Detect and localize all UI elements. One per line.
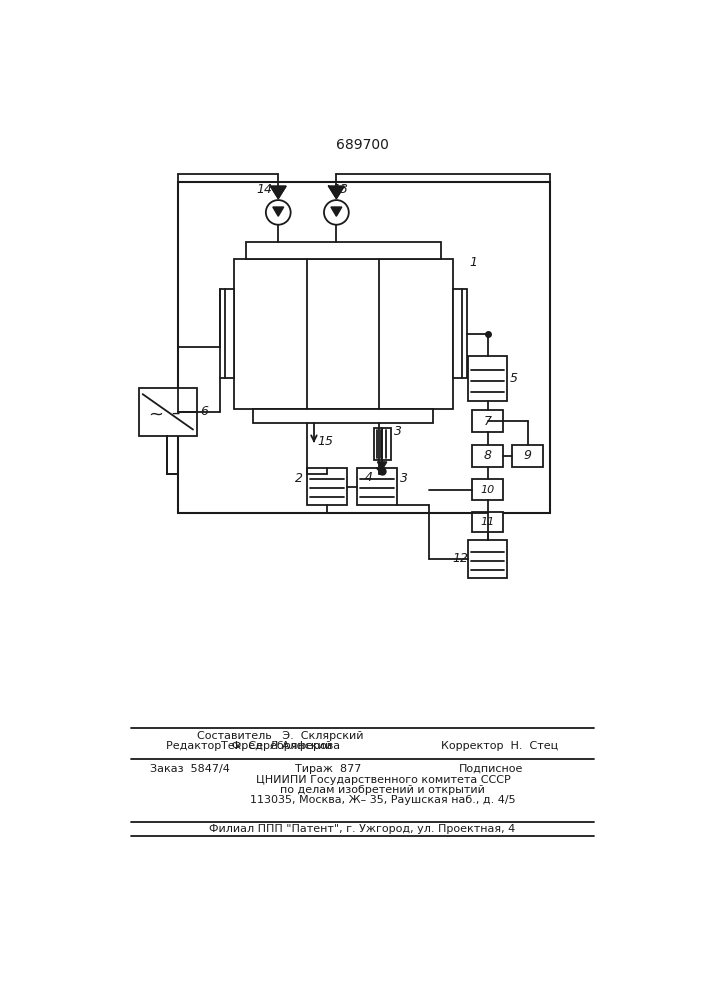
- Text: Корректор  Н.  Стец: Корректор Н. Стец: [440, 741, 558, 751]
- Bar: [373, 428, 391, 460]
- Text: 113035, Москва, Ж– 35, Раушская наб., д. 4/5: 113035, Москва, Ж– 35, Раушская наб., д.…: [250, 795, 515, 805]
- Bar: [452, 289, 467, 378]
- Text: ЦНИИПИ Государственного комитета СССР: ЦНИИПИ Государственного комитета СССР: [255, 775, 510, 785]
- Bar: [472, 479, 503, 500]
- Text: 11: 11: [480, 517, 495, 527]
- Text: ~: ~: [148, 405, 163, 423]
- Polygon shape: [378, 462, 387, 470]
- Text: 689700: 689700: [336, 138, 388, 152]
- Polygon shape: [273, 207, 284, 216]
- Text: 9: 9: [524, 449, 532, 462]
- Text: 12: 12: [452, 552, 469, 565]
- Text: Подписное: Подписное: [459, 764, 524, 774]
- Text: по делам изобретений и открытий: по делам изобретений и открытий: [281, 785, 485, 795]
- Text: Заказ  5847/4: Заказ 5847/4: [151, 764, 230, 774]
- Text: –: –: [171, 404, 180, 422]
- Bar: [472, 410, 503, 432]
- Bar: [177, 182, 549, 513]
- Bar: [472, 512, 503, 532]
- Text: Составитель   Э.  Склярский: Составитель Э. Склярский: [197, 731, 364, 741]
- Bar: [472, 445, 503, 466]
- Bar: [468, 356, 507, 401]
- Text: 8: 8: [484, 449, 491, 462]
- Text: 4: 4: [365, 471, 373, 484]
- Text: 13: 13: [332, 183, 349, 196]
- Text: 5: 5: [510, 372, 518, 385]
- Text: 1: 1: [469, 256, 478, 269]
- Text: 3: 3: [400, 472, 408, 485]
- Bar: [253, 409, 433, 423]
- Bar: [234, 259, 452, 409]
- Text: 14: 14: [257, 183, 273, 196]
- Text: Филиал ППП "Патент", г. Ужгород, ул. Проектная, 4: Филиал ППП "Патент", г. Ужгород, ул. Про…: [209, 824, 515, 834]
- Text: 2: 2: [296, 472, 303, 485]
- Text: Редактор   Ф. Серебрянский: Редактор Ф. Серебрянский: [166, 741, 332, 751]
- Text: Техред  Л.Алферова: Техред Л.Алферова: [221, 741, 340, 751]
- Bar: [220, 289, 234, 378]
- Bar: [513, 445, 543, 466]
- Bar: [356, 468, 397, 505]
- Polygon shape: [329, 186, 344, 199]
- Text: 10: 10: [480, 485, 495, 495]
- Text: 15: 15: [318, 435, 334, 448]
- Bar: [139, 388, 197, 436]
- Text: Тираж  877: Тираж 877: [296, 764, 362, 774]
- Text: 6: 6: [200, 405, 208, 418]
- Bar: [246, 242, 441, 259]
- Bar: [468, 540, 507, 578]
- Polygon shape: [271, 186, 286, 199]
- Bar: [307, 468, 347, 505]
- Text: 7: 7: [484, 415, 491, 428]
- Text: 3: 3: [394, 425, 402, 438]
- Polygon shape: [331, 207, 341, 216]
